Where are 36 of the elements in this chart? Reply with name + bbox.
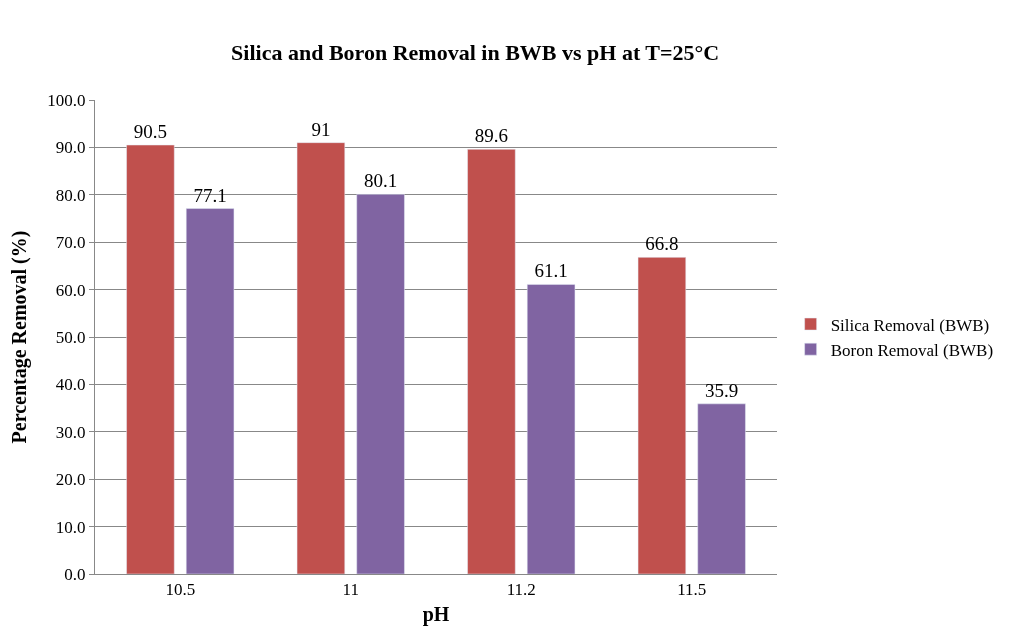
bar [296,142,346,574]
x-tick-label: 11.2 [506,580,536,600]
y-tick-label: 60.0 [55,280,86,300]
bar [185,208,235,574]
y-tick-label: 90.0 [55,138,86,158]
bar [526,284,576,574]
legend-label: Boron Removal (BWB) [830,340,994,360]
y-tick-label: 40.0 [55,375,86,395]
bar [126,144,175,574]
data-label: 35.9 [704,379,739,401]
y-tick-label: 10.0 [55,517,86,537]
y-tick-label: 100.0 [47,90,86,110]
data-label: 89.6 [474,125,509,147]
bar [356,194,405,574]
chart-title: Silica and Boron Removal in BWB vs pH at T=25°C [231,39,720,65]
x-tick-label: 11 [342,580,359,600]
data-label: 91 [311,118,331,140]
y-tick-label: 80.0 [55,185,86,205]
y-tick-label: 0.0 [64,564,86,584]
y-tick-label: 30.0 [55,422,86,442]
x-tick-label: 10.5 [165,580,196,600]
bar [697,403,746,574]
x-tick-label: 11.5 [677,580,707,600]
data-label: 80.1 [363,170,398,192]
y-tick-label: 50.0 [55,327,86,347]
data-label: 77.1 [193,184,227,206]
y-axis-title: Percentage Removal (%) [7,230,31,444]
legend-label: Silica Removal (BWB) [830,315,990,335]
data-label: 90.5 [133,121,168,143]
y-tick-label: 20.0 [55,470,86,490]
data-label: 61.1 [534,260,568,282]
x-axis-title: pH [422,602,450,626]
data-label: 66.8 [645,233,679,255]
y-tick-label: 70.0 [55,233,86,253]
bar [467,149,516,574]
bar [637,257,687,574]
